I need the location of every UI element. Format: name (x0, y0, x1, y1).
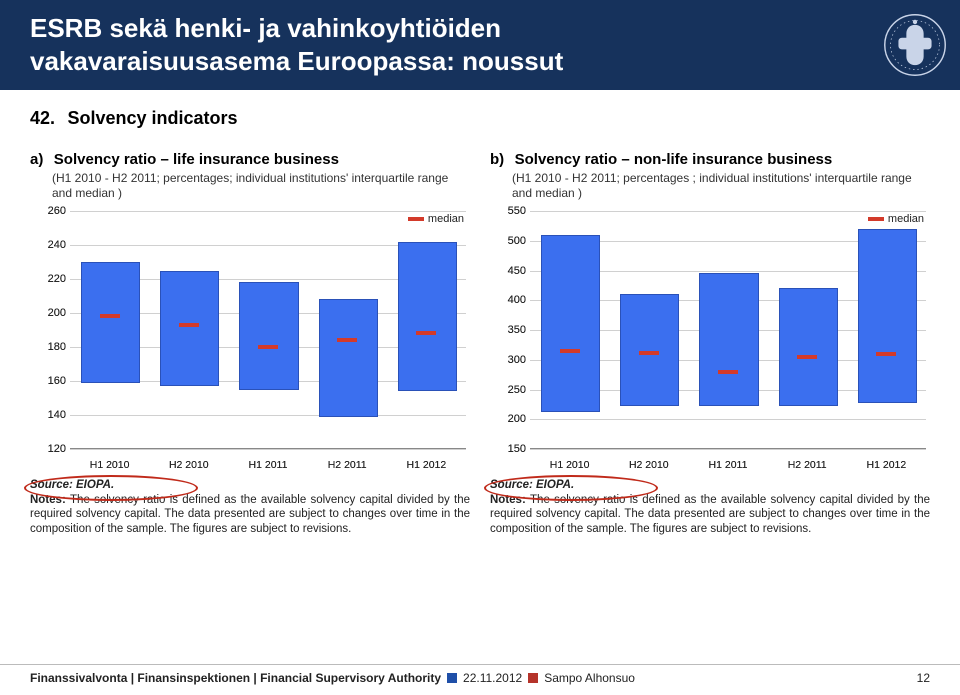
median-marker (100, 314, 120, 318)
median-marker (337, 338, 357, 342)
xtick: H2 2011 (788, 459, 827, 471)
iqr-bar (699, 273, 758, 406)
median-marker (718, 370, 738, 374)
iqr-bar (779, 288, 838, 406)
footer-square-red (528, 673, 538, 683)
median-marker (179, 323, 199, 327)
content-area: 42. Solvency indicators a) Solvency rati… (0, 90, 960, 536)
chart-b-plot: median 150200250300350400450500550H1 201… (490, 211, 930, 471)
chart-a: a) Solvency ratio – life insurance busin… (30, 151, 470, 536)
xtick: H1 2012 (867, 459, 907, 471)
xtick: H1 2010 (550, 459, 590, 471)
chart-b-letter: b) (490, 151, 504, 168)
ytick: 300 (490, 354, 526, 366)
ytick: 550 (490, 205, 526, 217)
chart-a-plot: median 120140160180200220240260H1 2010H2… (30, 211, 470, 471)
section-heading: 42. Solvency indicators (30, 108, 930, 129)
iqr-bar (160, 271, 219, 387)
footer-org: Finanssivalvonta | Finansinspektionen | … (30, 671, 441, 685)
notes-label-b: Notes: (490, 494, 530, 506)
median-marker (797, 355, 817, 359)
ytick: 140 (30, 409, 66, 421)
chart-b-notes: Notes: The solvency ratio is defined as … (490, 493, 930, 536)
xtick: H2 2011 (328, 459, 367, 471)
iqr-bar (81, 262, 140, 383)
slide-header: ESRB sekä henki- ja vahinkoyhtiöiden vak… (0, 0, 960, 90)
ytick: 200 (30, 307, 66, 319)
xtick: H1 2011 (249, 459, 288, 471)
iqr-bar (319, 299, 378, 417)
median-marker (876, 352, 896, 356)
chart-b-source: Source: EIOPA. (490, 479, 574, 491)
median-marker (416, 331, 436, 335)
chart-b-notes-text: The solvency ratio is defined as the ava… (490, 494, 930, 535)
chart-a-source-row: Source: EIOPA. (30, 479, 470, 491)
footer-page: 12 (917, 671, 930, 685)
footer: Finanssivalvonta | Finansinspektionen | … (0, 664, 960, 685)
ytick: 350 (490, 324, 526, 336)
xtick: H2 2010 (629, 459, 669, 471)
ytick: 500 (490, 235, 526, 247)
chart-a-title: Solvency ratio – life insurance business (54, 151, 339, 168)
chart-b: b) Solvency ratio – non-life insurance b… (490, 151, 930, 536)
median-marker (258, 345, 278, 349)
footer-author: Sampo Alhonsuo (544, 671, 635, 685)
chart-a-source: Source: EIOPA. (30, 479, 114, 491)
ytick: 180 (30, 341, 66, 353)
xtick: H1 2010 (90, 459, 130, 471)
ytick: 260 (30, 205, 66, 217)
ytick: 160 (30, 375, 66, 387)
coat-of-arms-icon (870, 0, 960, 90)
ytick: 120 (30, 443, 66, 455)
ytick: 220 (30, 273, 66, 285)
title-line-1: ESRB sekä henki- ja vahinkoyhtiöiden (30, 12, 563, 45)
chart-b-subtitle: (H1 2010 - H2 2011; percentages ; indivi… (512, 171, 930, 201)
title-line-2: vakavaraisuusasema Euroopassa: noussut (30, 45, 563, 78)
iqr-bar (398, 242, 457, 392)
median-marker (639, 351, 659, 355)
section-number: 42. (30, 108, 55, 128)
footer-square-blue (447, 673, 457, 683)
chart-b-source-row: Source: EIOPA. (490, 479, 930, 491)
section-title: Solvency indicators (67, 108, 237, 128)
chart-a-subtitle: (H1 2010 - H2 2011; percentages; individ… (52, 171, 470, 201)
ytick: 450 (490, 265, 526, 277)
chart-b-heading: b) Solvency ratio – non-life insurance b… (490, 151, 930, 169)
notes-label-a: Notes: (30, 494, 70, 506)
charts-row: a) Solvency ratio – life insurance busin… (30, 151, 930, 536)
ytick: 400 (490, 294, 526, 306)
xtick: H1 2012 (407, 459, 447, 471)
iqr-bar (858, 229, 917, 404)
ytick: 250 (490, 384, 526, 396)
slide-title: ESRB sekä henki- ja vahinkoyhtiöiden vak… (0, 0, 563, 77)
iqr-bar (239, 282, 298, 389)
median-marker (560, 349, 580, 353)
chart-a-notes: Notes: The solvency ratio is defined as … (30, 493, 470, 536)
iqr-bar (541, 235, 600, 413)
xtick: H2 2010 (169, 459, 209, 471)
footer-date: 22.11.2012 (463, 671, 522, 685)
ytick: 240 (30, 239, 66, 251)
ytick: 150 (490, 443, 526, 455)
chart-a-heading: a) Solvency ratio – life insurance busin… (30, 151, 470, 169)
chart-a-notes-text: The solvency ratio is defined as the ava… (30, 494, 470, 535)
ytick: 200 (490, 413, 526, 425)
chart-a-letter: a) (30, 151, 43, 168)
chart-b-title: Solvency ratio – non-life insurance busi… (515, 151, 833, 168)
xtick: H1 2011 (709, 459, 748, 471)
